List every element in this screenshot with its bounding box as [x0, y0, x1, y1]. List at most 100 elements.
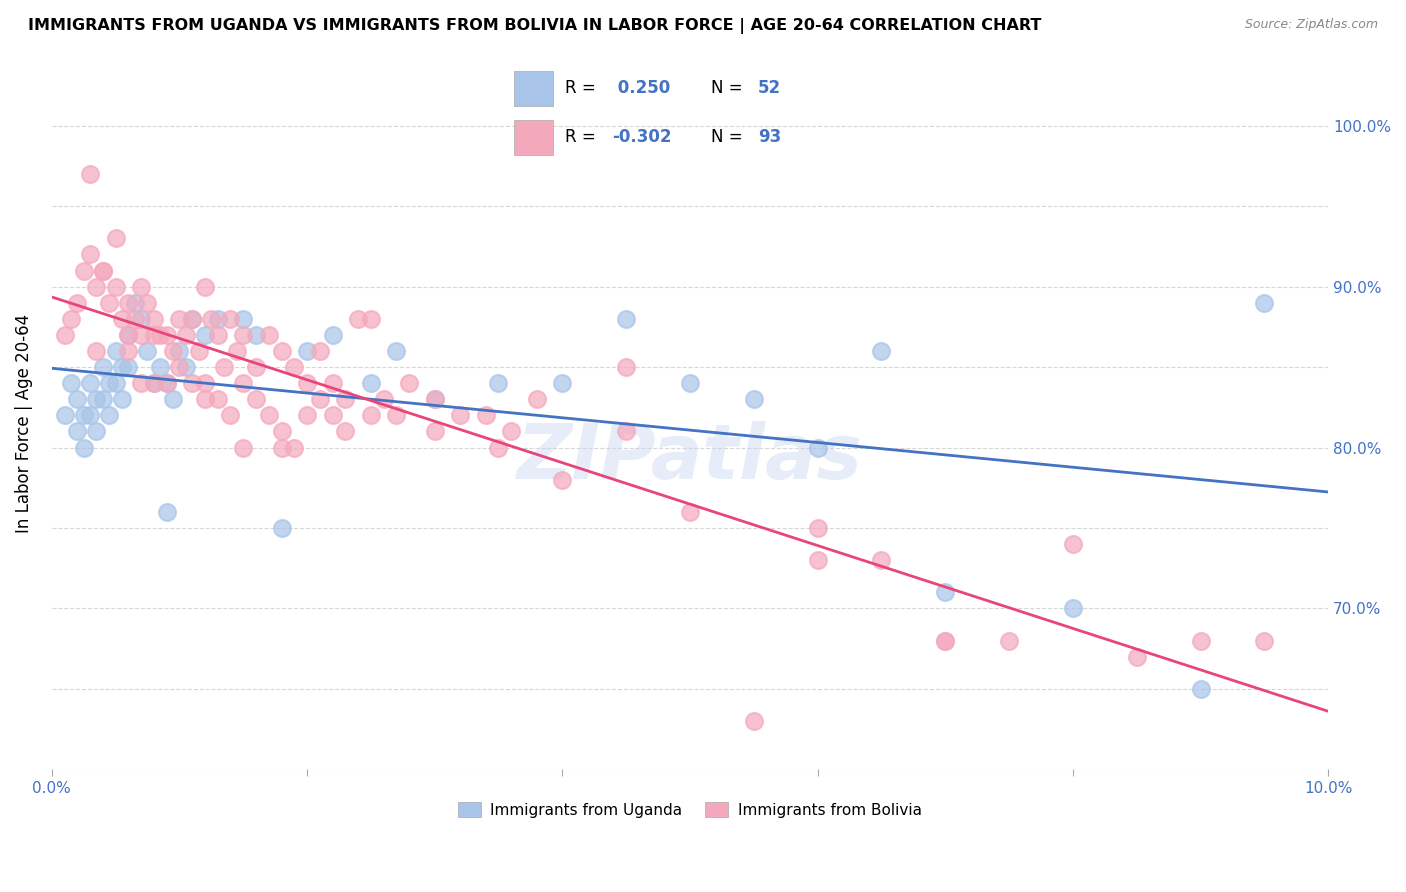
Point [679, 505, 702, 519]
Point [104, 231, 127, 245]
Point [194, 327, 217, 342]
Point [614, 425, 637, 439]
Point [257, 409, 280, 423]
Point [614, 311, 637, 326]
Point [742, 714, 765, 728]
Point [181, 311, 204, 326]
Point [1253, 295, 1275, 310]
Point [194, 279, 217, 293]
Point [449, 409, 471, 423]
Point [322, 327, 344, 342]
Point [1062, 537, 1084, 551]
Point [104, 279, 127, 293]
Point [207, 327, 229, 342]
Point [53, 327, 76, 342]
Point [117, 327, 139, 342]
Point [423, 425, 446, 439]
Point [66, 425, 89, 439]
Point [232, 327, 254, 342]
Point [117, 343, 139, 358]
Point [104, 343, 127, 358]
Point [162, 343, 184, 358]
Point [142, 327, 165, 342]
Point [111, 359, 134, 374]
Point [373, 392, 395, 407]
Point [207, 311, 229, 326]
Point [66, 295, 89, 310]
Point [474, 409, 496, 423]
Point [270, 343, 292, 358]
Point [212, 359, 235, 374]
Point [194, 376, 217, 391]
Point [149, 359, 172, 374]
Point [934, 633, 956, 648]
Point [86, 343, 108, 358]
Point [283, 359, 305, 374]
Point [245, 392, 267, 407]
Point [73, 441, 96, 455]
Point [1062, 601, 1084, 615]
Point [129, 279, 152, 293]
Point [73, 263, 96, 277]
Point [423, 392, 446, 407]
Legend: Immigrants from Uganda, Immigrants from Bolivia: Immigrants from Uganda, Immigrants from … [453, 796, 928, 824]
Point [117, 359, 139, 374]
Point [870, 343, 893, 358]
Point [91, 263, 114, 277]
Point [398, 376, 420, 391]
Point [98, 295, 121, 310]
Point [136, 343, 159, 358]
Point [270, 441, 292, 455]
Point [526, 392, 548, 407]
Point [1189, 633, 1212, 648]
Point [1125, 649, 1147, 664]
Text: ZIPatlas: ZIPatlas [517, 421, 863, 495]
Point [124, 295, 146, 310]
Point [174, 359, 197, 374]
Point [1189, 681, 1212, 696]
Point [360, 311, 382, 326]
Point [79, 247, 101, 261]
Point [1253, 633, 1275, 648]
Point [142, 376, 165, 391]
Point [232, 311, 254, 326]
Point [174, 327, 197, 342]
Point [117, 327, 139, 342]
Text: 93: 93 [758, 128, 782, 146]
Point [207, 392, 229, 407]
Point [232, 441, 254, 455]
Text: -0.302: -0.302 [613, 128, 672, 146]
Point [136, 295, 159, 310]
Point [335, 425, 357, 439]
Text: N =: N = [711, 128, 748, 146]
Text: R =: R = [565, 128, 602, 146]
Point [117, 295, 139, 310]
Point [79, 409, 101, 423]
Point [187, 343, 209, 358]
Point [270, 521, 292, 535]
Point [806, 553, 828, 567]
Point [194, 392, 217, 407]
Point [308, 392, 330, 407]
Point [162, 392, 184, 407]
Point [169, 343, 191, 358]
Point [614, 359, 637, 374]
Point [360, 376, 382, 391]
Y-axis label: In Labor Force | Age 20-64: In Labor Force | Age 20-64 [15, 314, 32, 533]
Point [551, 376, 574, 391]
Point [295, 376, 318, 391]
Point [934, 633, 956, 648]
Point [86, 425, 108, 439]
Point [156, 376, 179, 391]
Point [360, 409, 382, 423]
Point [111, 392, 134, 407]
Point [742, 392, 765, 407]
Point [59, 311, 82, 326]
Point [270, 425, 292, 439]
Point [59, 376, 82, 391]
Point [124, 311, 146, 326]
Point [86, 392, 108, 407]
Point [91, 359, 114, 374]
Point [219, 409, 242, 423]
Point [423, 392, 446, 407]
